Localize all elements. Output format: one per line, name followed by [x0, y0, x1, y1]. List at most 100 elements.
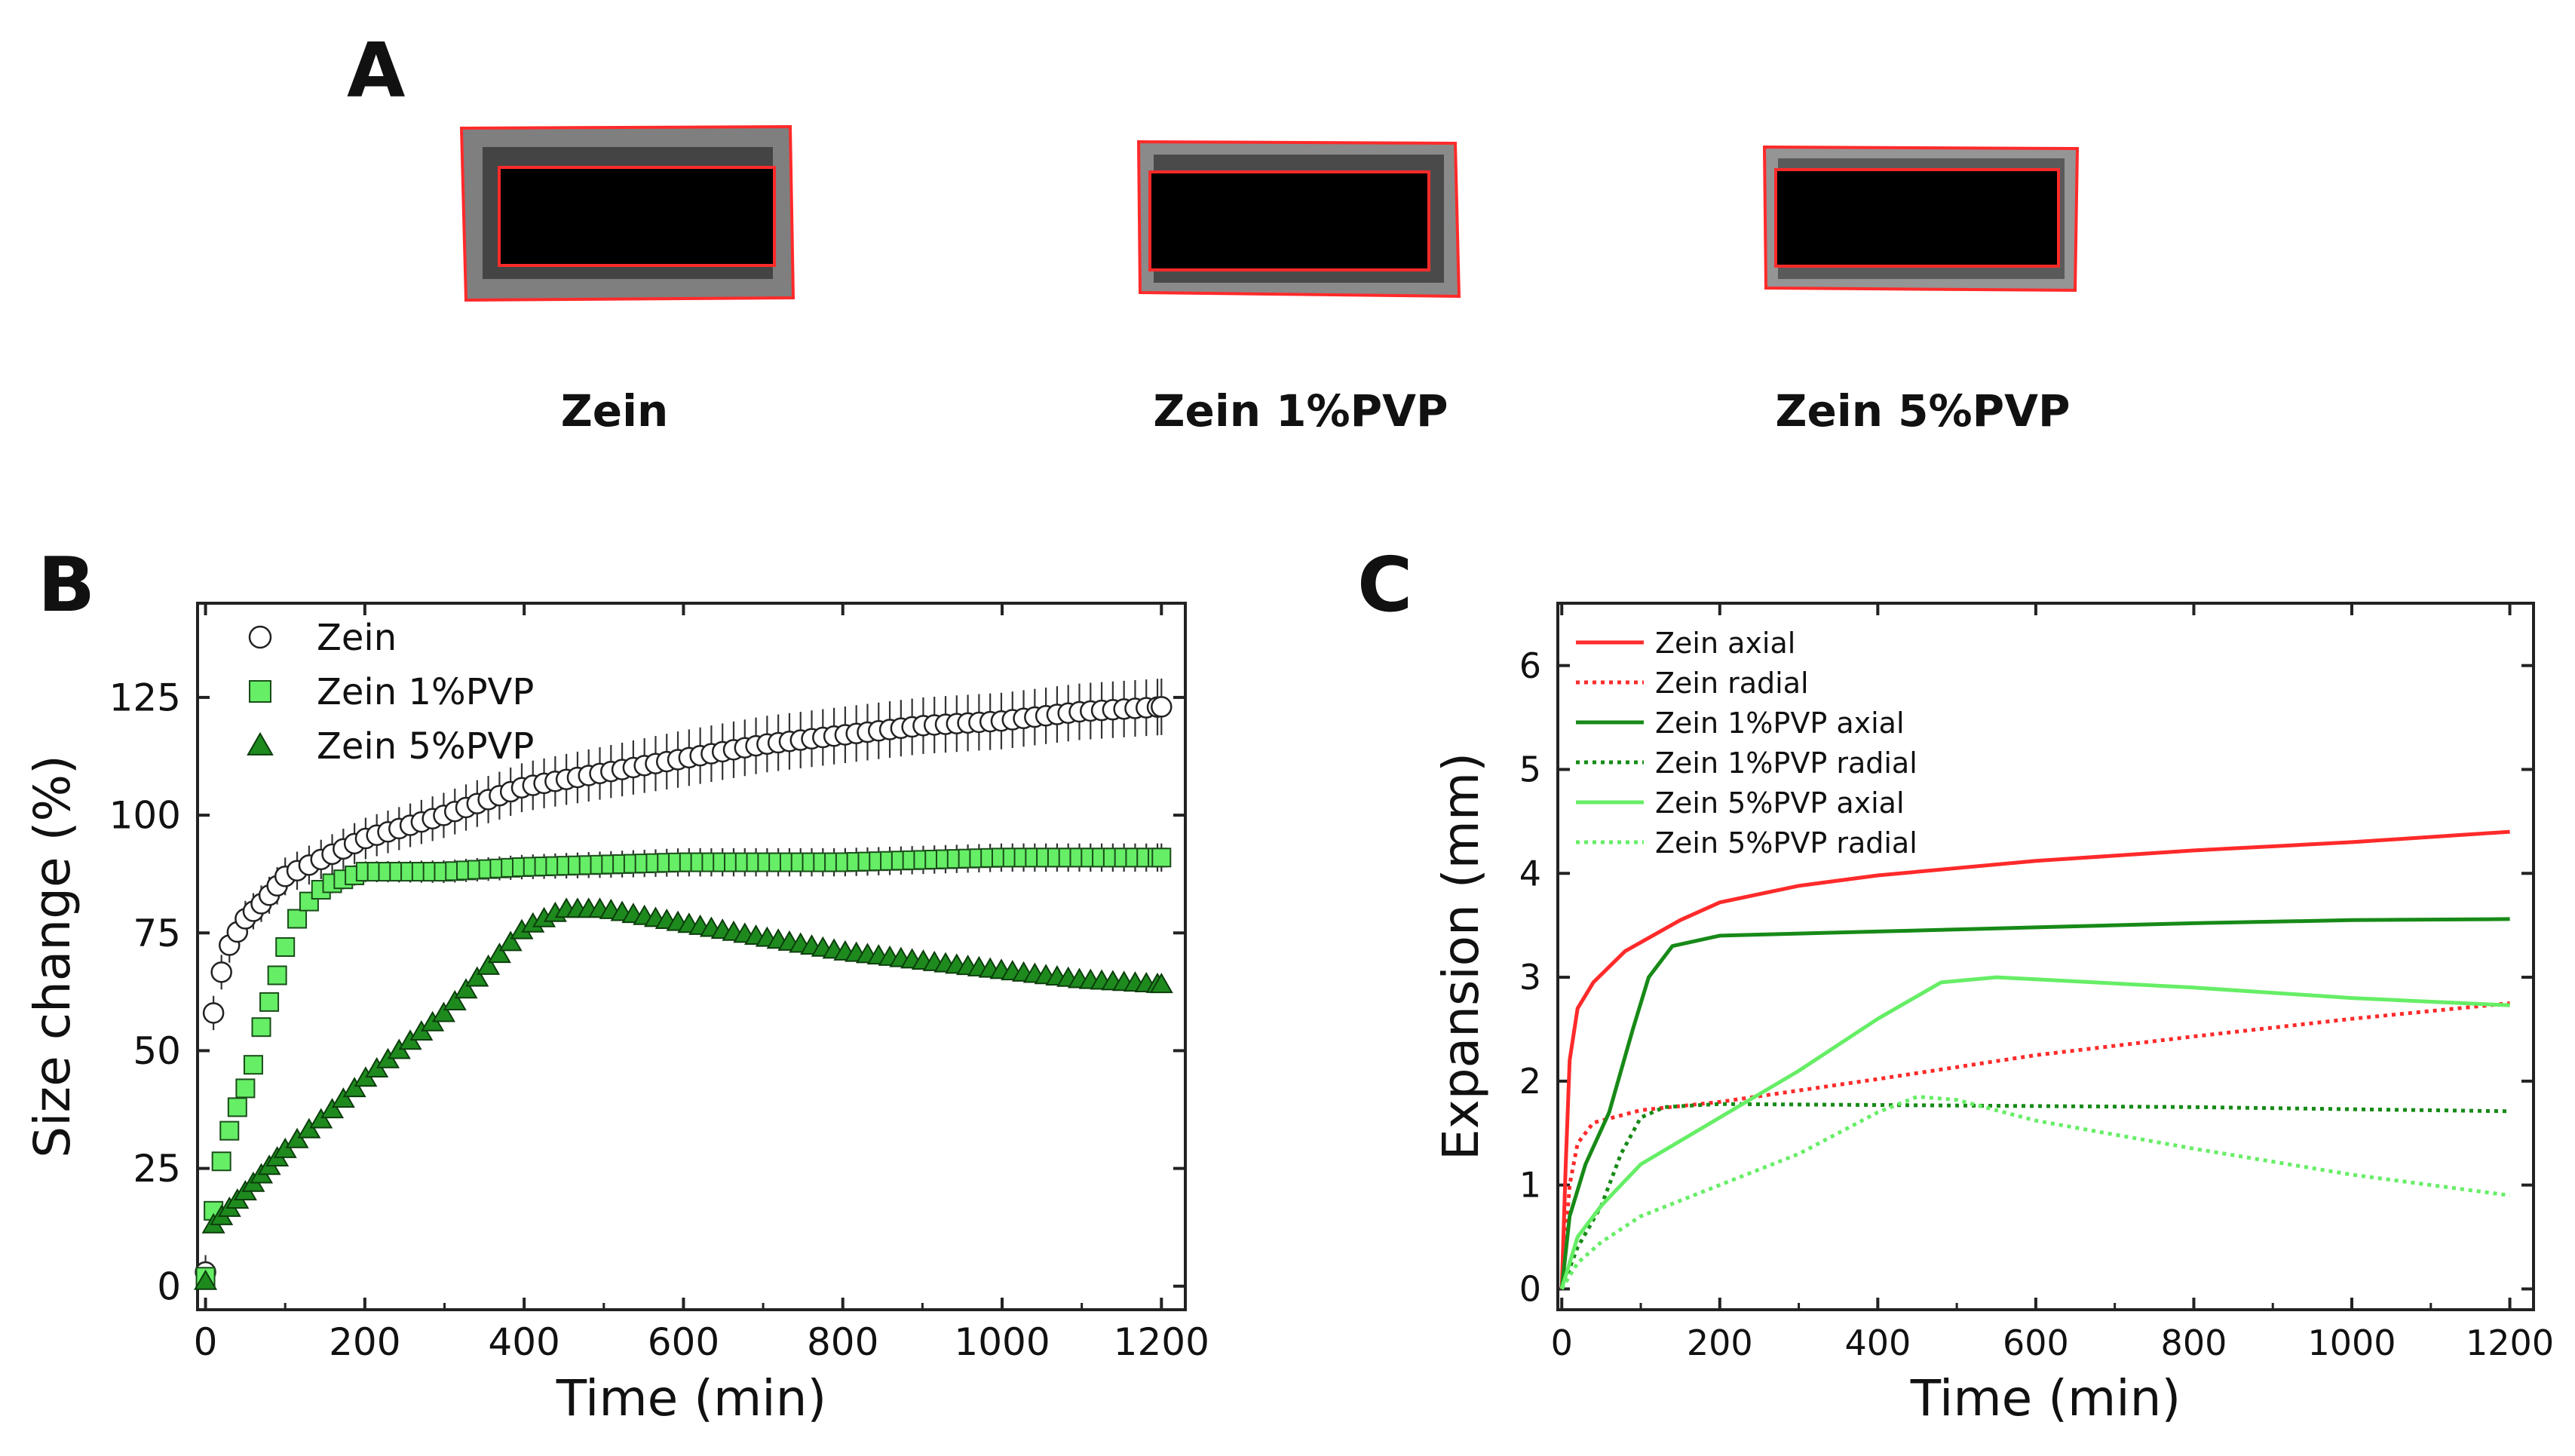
legend: Zein Zein 1%PVP Zein 5%PVP	[247, 617, 534, 768]
data-point	[259, 992, 280, 1012]
core-outline	[498, 166, 776, 267]
image-caption: Zein 5%PVP	[1775, 385, 2070, 437]
y-axis-label: Size change (%)	[23, 755, 81, 1158]
sample-image-zein-5pvp: Zein 5%PVP	[1762, 145, 2080, 437]
y-tick-label: 100	[109, 794, 181, 838]
data-point	[465, 966, 489, 987]
y-axis-label: Expansion (mm)	[1432, 753, 1490, 1160]
series-line-zein-5-pvp-radial	[1560, 1095, 2510, 1290]
x-axis-label: Time (min)	[556, 1369, 826, 1427]
series-zein	[195, 678, 1173, 1289]
legend-label: Zein 5%PVP axial	[1655, 786, 1905, 820]
y-tick-label: 25	[133, 1147, 181, 1191]
legend-label: Zein radial	[1655, 667, 1809, 700]
data-point	[227, 1097, 247, 1117]
x-tick-label: 1000	[2307, 1323, 2396, 1363]
data-point	[342, 1077, 366, 1098]
chart-b: 0 200 400 600 800 1000 1200 0 25 50 75 100 125 Time (…	[23, 602, 1209, 1427]
data-point	[443, 990, 467, 1011]
sample-image-zein-1pvp: Zein 1%PVP	[1136, 139, 1461, 437]
legend: Zein axial Zein radial Zein 1%PVP axial Zei…	[1576, 627, 1917, 860]
data-point	[320, 1098, 345, 1119]
series-line-zein-1-pvp-axial	[1559, 917, 2510, 1289]
series-line-zein-1-pvp-radial	[1559, 1102, 2510, 1290]
legend-label: Zein 1%PVP	[317, 671, 534, 713]
data-point	[211, 1151, 231, 1172]
x-tick-label: 1000	[954, 1320, 1050, 1364]
core-outline	[1148, 170, 1430, 271]
data-point	[210, 961, 232, 983]
legend-label: Zein axial	[1655, 627, 1795, 660]
x-tick-label: 800	[2161, 1323, 2227, 1363]
x-tick-label: 600	[648, 1320, 719, 1364]
y-tick-label: 6	[1519, 645, 1541, 686]
x-tick-label: 0	[1551, 1323, 1573, 1363]
data-point	[287, 909, 308, 929]
legend-marker	[248, 625, 272, 649]
legend-marker	[249, 680, 271, 703]
x-tick-label: 800	[807, 1320, 878, 1364]
data-point	[454, 978, 478, 999]
series-line-zein-axial	[1559, 829, 2510, 1289]
x-axis-label: Time (min)	[1910, 1369, 2181, 1427]
y-tick-label: 1	[1519, 1165, 1541, 1206]
series-line-zein-5-pvp-axial	[1559, 975, 2510, 1290]
y-tick-label: 3	[1519, 957, 1541, 998]
x-tick-label: 0	[194, 1320, 218, 1364]
legend-marker	[247, 731, 274, 756]
x-tick-label: 400	[488, 1320, 559, 1364]
image-caption: Zein	[561, 385, 669, 437]
legend-label: Zein	[317, 617, 397, 659]
x-tick-label: 1200	[2466, 1323, 2554, 1363]
data-point	[498, 930, 523, 952]
data-point	[487, 943, 511, 964]
y-tick-label: 0	[157, 1264, 181, 1308]
series-line-zein-radial	[1559, 1001, 2510, 1289]
legend-label: Zein 5%PVP radial	[1655, 826, 1917, 860]
data-point	[297, 1117, 321, 1139]
data-point	[251, 1017, 271, 1038]
series-zein-5-pvp	[194, 897, 1173, 1290]
y-tick-label: 2	[1519, 1061, 1541, 1102]
legend-label: Zein 1%PVP radial	[1655, 746, 1917, 780]
data-point	[275, 937, 296, 958]
y-tick-label: 50	[133, 1029, 181, 1073]
panel-b: B 0 200 400 600 800 1000 1200 0 25 50 75 100 125 Time…	[23, 541, 1209, 1427]
y-tick-label: 4	[1519, 853, 1541, 894]
x-tick-label: 200	[1687, 1323, 1753, 1363]
x-tick-label: 400	[1844, 1323, 1911, 1363]
sample-image-zein: Zein	[459, 124, 795, 437]
y-tick-label: 75	[133, 912, 181, 955]
legend-label: Zein 5%PVP	[317, 725, 534, 768]
panel-a-letter: A	[347, 26, 405, 115]
y-tick-label: 125	[109, 676, 181, 719]
data-point	[309, 1108, 333, 1129]
data-point	[331, 1087, 355, 1108]
data-point	[477, 954, 501, 975]
panel-c: C 0 200 400 600 800 1000 1200 0 1 2 3 4 5 6 Time (min)…	[1357, 541, 2554, 1427]
plot-frame	[1556, 602, 2535, 1311]
y-tick-label: 5	[1519, 749, 1541, 790]
data-point	[202, 1002, 225, 1024]
data-point	[431, 1001, 455, 1022]
core-outline	[1774, 168, 2060, 268]
data-point	[273, 1137, 297, 1158]
data-point	[194, 1269, 218, 1290]
panel-a: A Zein Zein 1%PVP Zein 5%PVP	[347, 26, 2080, 437]
image-caption: Zein 1%PVP	[1153, 385, 1448, 437]
panel-c-letter: C	[1357, 541, 1412, 629]
data-point	[285, 1127, 309, 1148]
data-point	[235, 1078, 256, 1099]
x-tick-label: 1200	[1114, 1320, 1209, 1364]
plot-frame	[196, 602, 1187, 1311]
panel-b-letter: B	[38, 541, 95, 629]
legend-label: Zein 1%PVP axial	[1655, 707, 1905, 740]
x-tick-label: 200	[329, 1320, 400, 1364]
y-tick-label: 0	[1519, 1269, 1541, 1310]
chart-c: 0 200 400 600 800 1000 1200 0 1 2 3 4 5 6 Time (min) Ex…	[1432, 602, 2554, 1427]
series-zein-1-pvp	[195, 843, 1172, 1287]
data-point	[243, 1055, 263, 1075]
data-point	[1149, 973, 1173, 994]
x-tick-label: 600	[2003, 1323, 2069, 1363]
